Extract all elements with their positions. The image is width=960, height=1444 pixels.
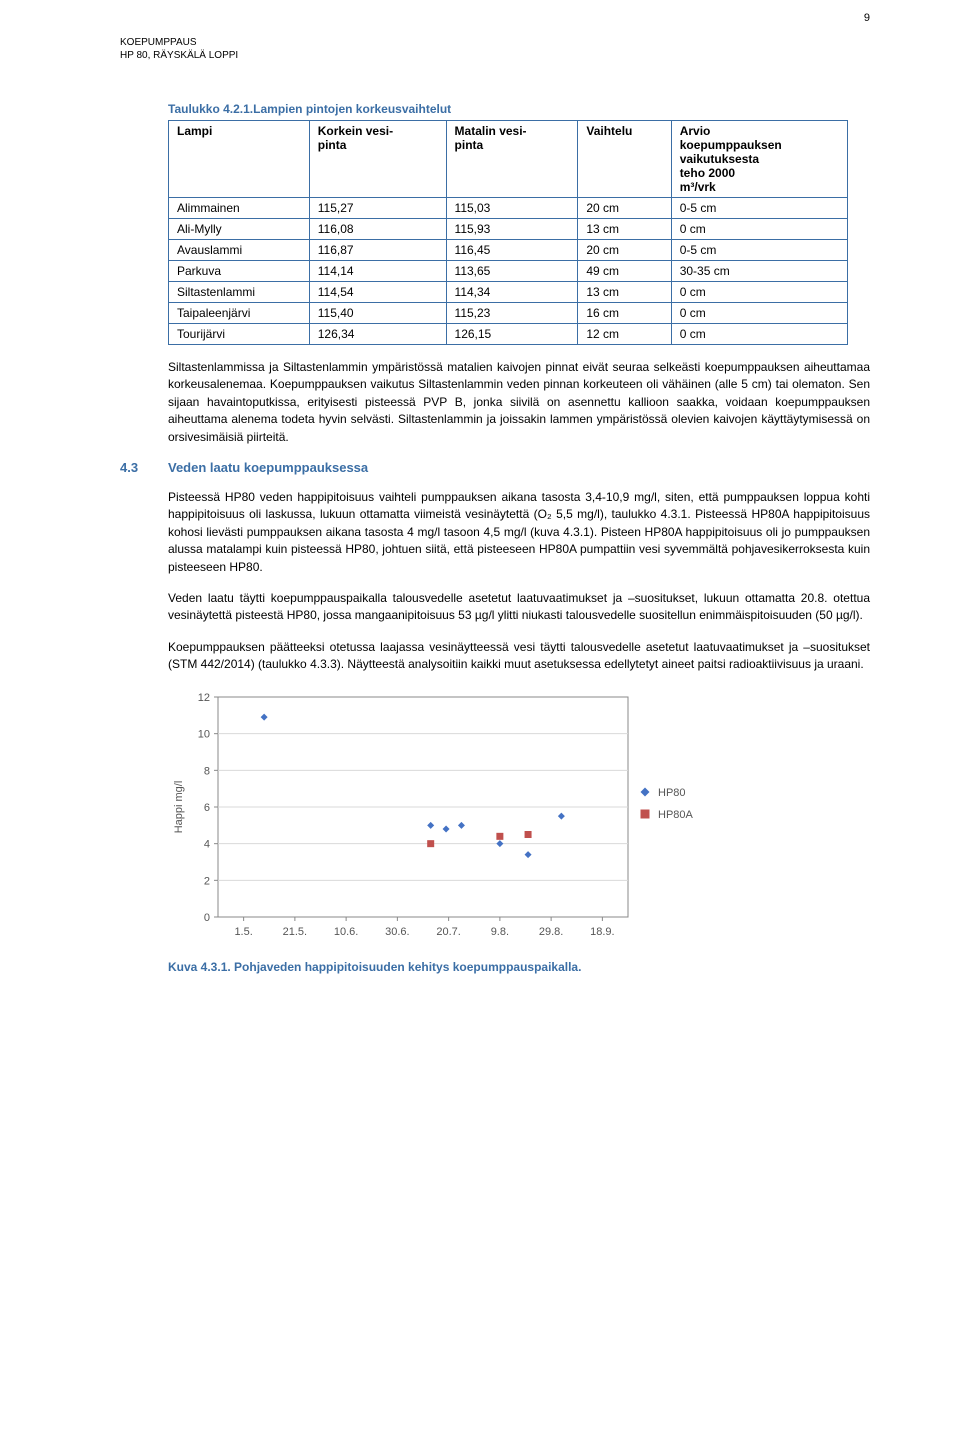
figure-caption: Kuva 4.3.1. Pohjaveden happipitoisuuden …	[168, 960, 870, 974]
table-row: Taipaleenjärvi115,40115,2316 cm0 cm	[169, 303, 848, 324]
svg-text:0: 0	[204, 912, 210, 924]
table-cell: 115,27	[309, 198, 446, 219]
svg-text:2: 2	[204, 876, 210, 888]
svg-text:30.6.: 30.6.	[385, 926, 409, 938]
table-cell: Alimmainen	[169, 198, 310, 219]
table-cell: 115,93	[446, 219, 578, 240]
svg-text:HP80: HP80	[658, 787, 686, 799]
table-cell: 0 cm	[671, 219, 847, 240]
chart: 0 2 4 6 8 10 12 1.5. 21.5. 10.6. 30.6. 20.7. 9.8. 29.…	[168, 687, 870, 952]
svg-text:8: 8	[204, 766, 210, 778]
table-row: Siltastenlammi114,54114,3413 cm0 cm	[169, 282, 848, 303]
svg-text:6: 6	[204, 802, 210, 814]
header-line2: HP 80, RÄYSKÄLÄ LOPPI	[120, 49, 870, 62]
paragraph-3: Veden laatu täytti koepumppauspaikalla t…	[168, 590, 870, 625]
table-cell: 0 cm	[671, 303, 847, 324]
page-number: 9	[864, 12, 870, 24]
table-row: Parkuva114,14113,6549 cm30-35 cm	[169, 261, 848, 282]
svg-text:21.5.: 21.5.	[283, 926, 307, 938]
table-row: Alimmainen115,27115,0320 cm0-5 cm	[169, 198, 848, 219]
table-cell: 0-5 cm	[671, 240, 847, 261]
table-cell: 126,15	[446, 324, 578, 345]
table-cell: 12 cm	[578, 324, 671, 345]
table-row: Tourijärvi126,34126,1512 cm0 cm	[169, 324, 848, 345]
table-row: Ali-Mylly116,08115,9313 cm0 cm	[169, 219, 848, 240]
svg-text:29.8.: 29.8.	[539, 926, 563, 938]
table-cell: 115,03	[446, 198, 578, 219]
table-cell: Tourijärvi	[169, 324, 310, 345]
table-cell: 13 cm	[578, 282, 671, 303]
table-cell: 116,08	[309, 219, 446, 240]
table-header: Lampi	[169, 121, 310, 198]
svg-text:4: 4	[204, 839, 210, 851]
table-cell: Siltastenlammi	[169, 282, 310, 303]
section-title: Veden laatu koepumppauksessa	[168, 460, 368, 475]
table-caption: Taulukko 4.2.1.Lampien pintojen korkeusv…	[168, 102, 870, 116]
table-cell: Ali-Mylly	[169, 219, 310, 240]
table-cell: 114,34	[446, 282, 578, 303]
svg-text:1.5.: 1.5.	[234, 926, 252, 938]
svg-text:10.6.: 10.6.	[334, 926, 358, 938]
table-cell: 20 cm	[578, 240, 671, 261]
section-number: 4.3	[120, 460, 168, 475]
svg-text:9.8.: 9.8.	[491, 926, 509, 938]
table-cell: 30-35 cm	[671, 261, 847, 282]
table-cell: Avauslammi	[169, 240, 310, 261]
table-cell: 0 cm	[671, 282, 847, 303]
data-table: LampiKorkein vesi-pintaMatalin vesi-pint…	[168, 120, 848, 345]
table-cell: 114,14	[309, 261, 446, 282]
table-header: Matalin vesi-pinta	[446, 121, 578, 198]
table-cell: 13 cm	[578, 219, 671, 240]
table-cell: 16 cm	[578, 303, 671, 324]
svg-text:Happi mg/l: Happi mg/l	[173, 781, 185, 834]
table-cell: 0-5 cm	[671, 198, 847, 219]
table-cell: Parkuva	[169, 261, 310, 282]
table-cell: 115,40	[309, 303, 446, 324]
table-cell: 114,54	[309, 282, 446, 303]
paragraph-1: Siltastenlammissa ja Siltastenlammin ymp…	[168, 359, 870, 446]
paragraph-2: Pisteessä HP80 veden happipitoisuus vaih…	[168, 489, 870, 576]
svg-text:10: 10	[198, 729, 210, 741]
scatter-chart-svg: 0 2 4 6 8 10 12 1.5. 21.5. 10.6. 30.6. 20.7. 9.8. 29.…	[168, 687, 708, 947]
header-line1: KOEPUMPPAUS	[120, 36, 870, 49]
table-header: Vaihtelu	[578, 121, 671, 198]
table-cell: 49 cm	[578, 261, 671, 282]
header: KOEPUMPPAUS HP 80, RÄYSKÄLÄ LOPPI	[120, 36, 870, 62]
table-header: Arviokoepumppauksenvaikutuksestateho 200…	[671, 121, 847, 198]
table-cell: Taipaleenjärvi	[169, 303, 310, 324]
svg-text:18.9.: 18.9.	[590, 926, 614, 938]
svg-text:20.7.: 20.7.	[436, 926, 460, 938]
table-cell: 113,65	[446, 261, 578, 282]
table-cell: 126,34	[309, 324, 446, 345]
table-cell: 115,23	[446, 303, 578, 324]
paragraph-4: Koepumppauksen päätteeksi otetussa laaja…	[168, 639, 870, 674]
table-cell: 20 cm	[578, 198, 671, 219]
table-row: Avauslammi116,87116,4520 cm0-5 cm	[169, 240, 848, 261]
svg-text:HP80A: HP80A	[658, 809, 694, 821]
table-cell: 116,45	[446, 240, 578, 261]
table-header: Korkein vesi-pinta	[309, 121, 446, 198]
table-cell: 116,87	[309, 240, 446, 261]
svg-text:12: 12	[198, 692, 210, 704]
table-cell: 0 cm	[671, 324, 847, 345]
